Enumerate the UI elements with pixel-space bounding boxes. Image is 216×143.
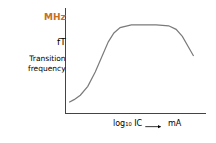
svg-text:mA: mA [168,119,182,128]
svg-text:MHz: MHz [44,12,66,22]
svg-text:log₁₀ IC: log₁₀ IC [113,119,143,128]
svg-text:Transitionfrequency: Transitionfrequency [28,54,66,73]
svg-text:fT: fT [57,37,66,47]
